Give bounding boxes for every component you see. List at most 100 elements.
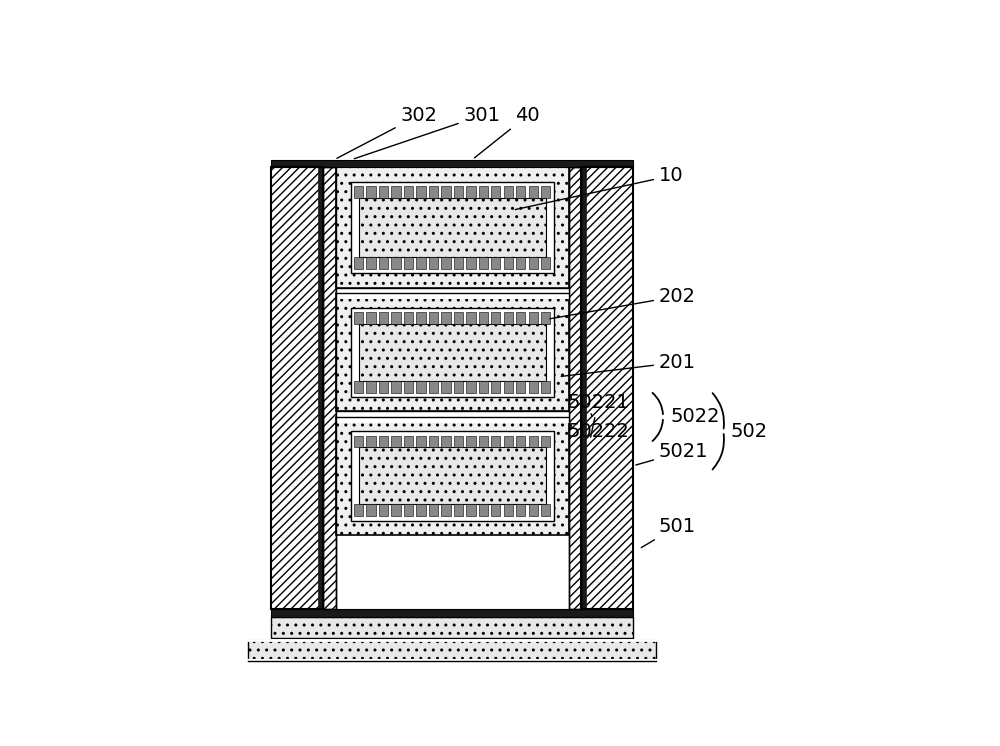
Text: 501: 501 bbox=[641, 516, 696, 548]
Bar bbox=[504, 186, 513, 198]
Bar bbox=[441, 186, 451, 198]
Bar bbox=[323, 167, 336, 609]
Bar bbox=[541, 186, 550, 198]
Text: 301: 301 bbox=[354, 106, 501, 159]
Bar bbox=[336, 417, 569, 535]
Bar bbox=[454, 257, 463, 269]
Bar bbox=[318, 167, 323, 609]
Bar bbox=[541, 436, 550, 447]
Text: 50222: 50222 bbox=[567, 414, 629, 441]
Bar bbox=[391, 257, 401, 269]
Bar bbox=[416, 186, 426, 198]
Bar bbox=[504, 257, 513, 269]
Bar bbox=[404, 504, 413, 516]
Bar bbox=[429, 436, 438, 447]
Bar bbox=[391, 186, 401, 198]
Bar bbox=[366, 312, 376, 324]
Bar bbox=[441, 312, 451, 324]
Bar bbox=[541, 381, 550, 392]
Bar bbox=[454, 504, 463, 516]
Bar bbox=[429, 312, 438, 324]
Bar bbox=[441, 257, 451, 269]
Text: 50221: 50221 bbox=[567, 393, 629, 437]
Bar bbox=[366, 381, 376, 392]
Bar bbox=[581, 167, 586, 609]
Bar bbox=[379, 186, 388, 198]
Bar bbox=[366, 504, 376, 516]
Bar bbox=[354, 186, 363, 198]
Bar bbox=[271, 167, 323, 609]
Bar bbox=[416, 504, 426, 516]
Text: 5021: 5021 bbox=[636, 442, 708, 465]
Bar bbox=[529, 436, 538, 447]
Bar bbox=[504, 504, 513, 516]
Bar bbox=[271, 609, 633, 617]
Bar bbox=[323, 167, 336, 609]
Bar bbox=[359, 198, 546, 257]
Bar bbox=[479, 381, 488, 392]
Text: 5022: 5022 bbox=[670, 407, 720, 427]
Bar bbox=[529, 504, 538, 516]
Text: 502: 502 bbox=[731, 421, 768, 441]
Bar bbox=[541, 257, 550, 269]
Bar bbox=[441, 381, 451, 392]
Bar bbox=[429, 186, 438, 198]
Bar bbox=[479, 312, 488, 324]
Bar bbox=[466, 312, 476, 324]
Bar bbox=[529, 312, 538, 324]
Text: 40: 40 bbox=[474, 106, 540, 158]
Bar bbox=[336, 293, 569, 411]
Bar bbox=[404, 436, 413, 447]
Bar bbox=[569, 167, 581, 609]
Bar bbox=[429, 257, 438, 269]
Bar bbox=[351, 307, 554, 397]
Bar bbox=[479, 257, 488, 269]
Bar bbox=[336, 167, 569, 609]
Bar bbox=[404, 312, 413, 324]
Bar bbox=[379, 436, 388, 447]
Bar bbox=[491, 312, 500, 324]
Bar bbox=[516, 257, 525, 269]
Bar bbox=[271, 167, 323, 609]
Bar bbox=[366, 257, 376, 269]
Bar bbox=[516, 436, 525, 447]
Bar bbox=[391, 436, 401, 447]
Bar bbox=[404, 257, 413, 269]
Bar bbox=[366, 186, 376, 198]
Bar bbox=[416, 436, 426, 447]
Bar bbox=[271, 160, 633, 167]
Text: 10: 10 bbox=[515, 166, 684, 210]
Bar bbox=[541, 504, 550, 516]
Bar bbox=[466, 186, 476, 198]
Bar bbox=[491, 186, 500, 198]
Bar bbox=[271, 617, 633, 638]
Bar bbox=[491, 504, 500, 516]
Bar bbox=[391, 312, 401, 324]
Bar bbox=[491, 257, 500, 269]
Bar bbox=[516, 381, 525, 392]
Bar bbox=[391, 381, 401, 392]
Bar bbox=[366, 436, 376, 447]
Bar bbox=[354, 312, 363, 324]
Bar bbox=[504, 436, 513, 447]
Bar bbox=[479, 186, 488, 198]
Bar bbox=[248, 640, 656, 661]
Text: 201: 201 bbox=[561, 353, 696, 377]
Text: 202: 202 bbox=[550, 286, 696, 319]
Bar bbox=[479, 504, 488, 516]
Bar bbox=[404, 381, 413, 392]
Bar bbox=[529, 257, 538, 269]
Bar bbox=[516, 504, 525, 516]
Bar bbox=[466, 504, 476, 516]
Bar bbox=[529, 381, 538, 392]
Bar bbox=[354, 504, 363, 516]
Bar bbox=[466, 381, 476, 392]
Bar bbox=[416, 257, 426, 269]
Bar bbox=[454, 436, 463, 447]
Bar bbox=[516, 312, 525, 324]
Bar bbox=[491, 381, 500, 392]
Bar bbox=[581, 167, 633, 609]
Bar bbox=[516, 186, 525, 198]
Bar bbox=[379, 504, 388, 516]
Bar bbox=[529, 186, 538, 198]
